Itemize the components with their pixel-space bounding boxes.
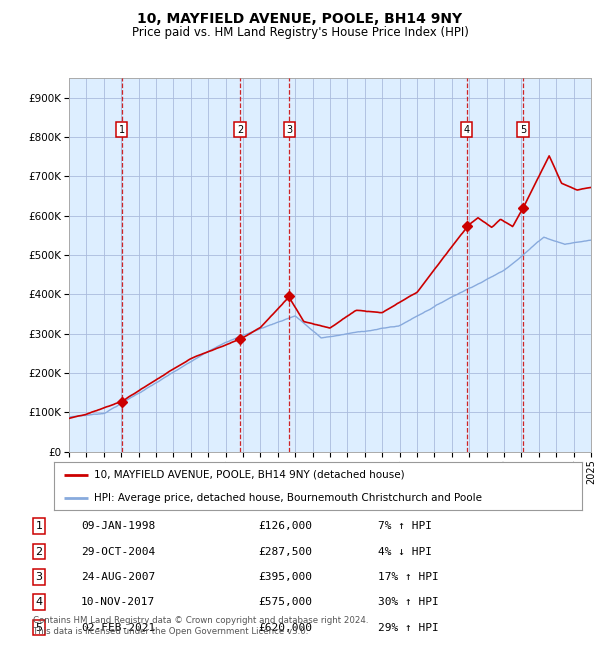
Text: HPI: Average price, detached house, Bournemouth Christchurch and Poole: HPI: Average price, detached house, Bour… [94, 493, 482, 503]
Text: 09-JAN-1998: 09-JAN-1998 [81, 521, 155, 531]
Text: 29% ↑ HPI: 29% ↑ HPI [378, 623, 439, 632]
Text: 30% ↑ HPI: 30% ↑ HPI [378, 597, 439, 607]
Text: 5: 5 [520, 125, 526, 135]
Text: £575,000: £575,000 [258, 597, 312, 607]
Text: 29-OCT-2004: 29-OCT-2004 [81, 547, 155, 556]
Text: Contains HM Land Registry data © Crown copyright and database right 2024.
This d: Contains HM Land Registry data © Crown c… [33, 616, 368, 636]
Text: 4: 4 [35, 597, 43, 607]
Text: 5: 5 [35, 623, 43, 632]
Text: 10-NOV-2017: 10-NOV-2017 [81, 597, 155, 607]
Text: 4% ↓ HPI: 4% ↓ HPI [378, 547, 432, 556]
Text: 10, MAYFIELD AVENUE, POOLE, BH14 9NY: 10, MAYFIELD AVENUE, POOLE, BH14 9NY [137, 12, 463, 26]
Text: 1: 1 [119, 125, 125, 135]
Text: £620,000: £620,000 [258, 623, 312, 632]
Text: £126,000: £126,000 [258, 521, 312, 531]
Text: 02-FEB-2021: 02-FEB-2021 [81, 623, 155, 632]
Text: 2: 2 [35, 547, 43, 556]
Text: 3: 3 [35, 572, 43, 582]
Text: £395,000: £395,000 [258, 572, 312, 582]
Text: 17% ↑ HPI: 17% ↑ HPI [378, 572, 439, 582]
Text: 4: 4 [464, 125, 470, 135]
Text: 3: 3 [286, 125, 292, 135]
Text: Price paid vs. HM Land Registry's House Price Index (HPI): Price paid vs. HM Land Registry's House … [131, 26, 469, 39]
Text: 24-AUG-2007: 24-AUG-2007 [81, 572, 155, 582]
Text: £287,500: £287,500 [258, 547, 312, 556]
Text: 10, MAYFIELD AVENUE, POOLE, BH14 9NY (detached house): 10, MAYFIELD AVENUE, POOLE, BH14 9NY (de… [94, 470, 404, 480]
Text: 7% ↑ HPI: 7% ↑ HPI [378, 521, 432, 531]
Text: 1: 1 [35, 521, 43, 531]
Text: 2: 2 [237, 125, 243, 135]
